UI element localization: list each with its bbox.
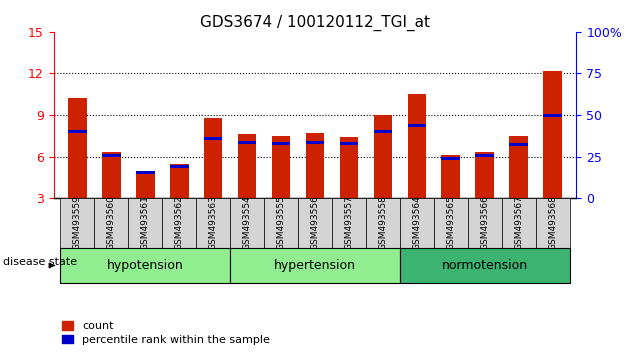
Bar [510, 136, 528, 198]
Text: GSM493563: GSM493563 [209, 195, 217, 251]
Text: GSM493556: GSM493556 [311, 195, 319, 251]
Bar [442, 155, 460, 198]
Bar [170, 164, 188, 198]
Bar [264, 198, 298, 248]
Bar [94, 198, 129, 248]
Bar [476, 152, 494, 198]
Bar [374, 130, 392, 133]
Bar [340, 142, 358, 145]
Text: GSM493561: GSM493561 [140, 195, 150, 251]
Bar [60, 198, 94, 248]
Text: GSM493557: GSM493557 [345, 195, 353, 251]
Bar [272, 136, 290, 198]
Text: GSM493567: GSM493567 [514, 195, 524, 251]
Text: GSM493558: GSM493558 [379, 195, 387, 251]
Text: GSM493555: GSM493555 [277, 195, 285, 251]
Text: GSM493560: GSM493560 [106, 195, 116, 251]
Bar [476, 154, 494, 157]
Bar [366, 198, 400, 248]
Text: normotension: normotension [442, 259, 528, 272]
Title: GDS3674 / 100120112_TGI_at: GDS3674 / 100120112_TGI_at [200, 14, 430, 30]
Bar [374, 115, 392, 198]
Text: GSM493554: GSM493554 [243, 196, 251, 250]
Bar [68, 130, 87, 133]
Text: disease state: disease state [3, 257, 77, 267]
Bar [272, 142, 290, 145]
Bar [203, 118, 222, 198]
Text: hypotension: hypotension [107, 259, 183, 272]
Bar [400, 248, 570, 283]
Bar [238, 135, 256, 198]
Bar [340, 137, 358, 198]
Bar [129, 198, 162, 248]
Bar [332, 198, 366, 248]
Bar [468, 198, 501, 248]
Bar [536, 198, 570, 248]
Text: GSM493562: GSM493562 [175, 196, 184, 250]
Bar [68, 98, 87, 198]
Text: GSM493559: GSM493559 [73, 195, 82, 251]
Bar [543, 114, 562, 116]
Text: GSM493566: GSM493566 [480, 195, 490, 251]
Text: GSM493564: GSM493564 [413, 196, 421, 250]
Bar [203, 137, 222, 140]
Bar [501, 198, 536, 248]
Bar [400, 198, 434, 248]
Bar [298, 198, 332, 248]
Text: GSM493568: GSM493568 [548, 195, 557, 251]
Legend: count, percentile rank within the sample: count, percentile rank within the sample [62, 321, 270, 345]
Bar [136, 172, 154, 198]
Text: GSM493565: GSM493565 [446, 195, 455, 251]
Bar [230, 198, 264, 248]
Bar [230, 248, 400, 283]
Bar [170, 165, 188, 168]
Bar [102, 153, 120, 198]
Bar [434, 198, 468, 248]
Bar [408, 94, 427, 198]
Bar [196, 198, 230, 248]
Bar [543, 71, 562, 198]
Bar [510, 143, 528, 147]
Bar [162, 198, 196, 248]
Bar [136, 171, 154, 174]
Bar [238, 141, 256, 144]
Bar [60, 248, 230, 283]
Bar [408, 124, 427, 127]
Text: hypertension: hypertension [274, 259, 356, 272]
Bar [442, 157, 460, 160]
Bar [306, 141, 324, 144]
Bar [306, 133, 324, 198]
Bar [102, 154, 120, 158]
